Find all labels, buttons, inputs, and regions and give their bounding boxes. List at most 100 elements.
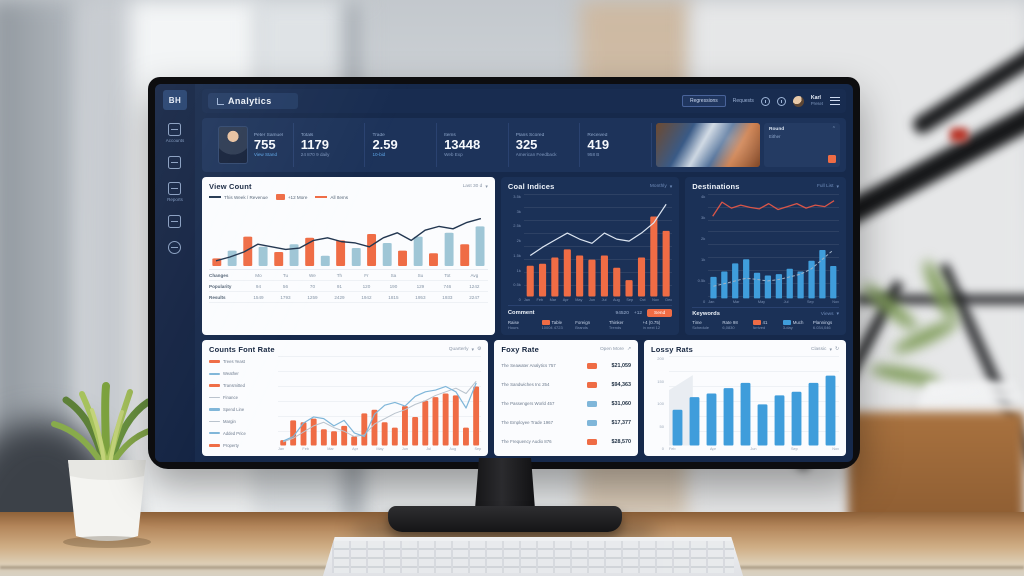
footer-stat-key: Table: [541, 320, 572, 325]
destinations-x-axis: Jan Mar May Jul Sep Nov: [708, 300, 839, 304]
lossy-dropdown[interactable]: Classic ▾ ↻: [810, 346, 839, 353]
coal-footer: Comment 94520 +12 Send Raise Hours Table 10…: [507, 305, 673, 330]
y-tick: 2.5k: [513, 223, 521, 229]
legend-label: This Week / Revenue: [224, 194, 268, 200]
stat-label: Plans Scored: [515, 132, 545, 138]
y-tick: 100: [657, 401, 664, 406]
panel-coal-indices: Coal Indices Monthly ▾ 3.5k 3k 2.5k 2k 1.5k 1k…: [500, 177, 680, 335]
list-item-chip: [586, 400, 597, 407]
settings-icon[interactable]: [776, 96, 786, 106]
y-tick: 1k: [516, 267, 521, 273]
footer-stat: Time Schedule: [692, 320, 718, 330]
stat-value: 2.59: [372, 136, 398, 152]
counts-x-axis: Jan Feb Mar Apr May Jun Jul Aug Sep: [278, 447, 481, 451]
gear-icon[interactable]: ⚙: [477, 347, 482, 352]
stat-value: 755: [253, 136, 276, 152]
y-tick: 3k: [516, 208, 521, 214]
list-item[interactable]: The Frequency Audio 876 $28,570: [501, 438, 631, 445]
orange-dash-swatch: [315, 196, 328, 198]
orange-bar-swatch: [209, 443, 220, 447]
counts-range-dropdown[interactable]: Quarterly ▾ ⚙: [448, 346, 482, 353]
footer-stat-value: Trends: [608, 325, 622, 330]
stat-sub-link[interactable]: 10-bid: [372, 152, 386, 158]
views-dropdown[interactable]: Views ▾: [820, 311, 839, 317]
table-cell: 129: [416, 283, 425, 289]
orange-action-square[interactable]: [828, 155, 836, 163]
stat-card[interactable]: Totals 1179 24 870 9 daily: [294, 123, 366, 167]
sidebar-item-share-icon[interactable]: [168, 215, 182, 228]
y-tick: 0: [518, 296, 521, 302]
view-count-legend: This Week / Revenue +12 More All Items: [209, 194, 488, 200]
app-logo[interactable]: BH: [163, 90, 187, 110]
legend-label: Transmitted: [223, 383, 245, 389]
panel-title: Destinations: [692, 182, 740, 191]
table-cell: 1815: [388, 294, 399, 300]
user-avatar[interactable]: [792, 95, 804, 107]
open-more-link[interactable]: Open More ↗: [599, 347, 631, 352]
footer-stat: Rate 98 6,0830: [722, 320, 748, 330]
clock-icon[interactable]: [760, 96, 770, 106]
sidebar: BH Accounts Reports: [155, 84, 195, 462]
table-cell: 1549: [253, 294, 264, 300]
footer-stat-key: Plannings: [812, 320, 833, 325]
lossy-chart: [668, 356, 839, 446]
x-tick: Mar: [732, 300, 740, 304]
stat-value: 13448: [444, 136, 481, 152]
view-count-table: Changes Mo Tu We Th Fr Sa Su Tot Avg Popularity 94 5…: [209, 269, 488, 330]
table-cell: 1933: [442, 294, 453, 300]
sidebar-item-clock-icon[interactable]: [168, 241, 182, 254]
list-item[interactable]: The Seawater Analytics 757 $21,059: [501, 362, 631, 369]
legend-item: Transmitted: [209, 383, 273, 388]
stat-sub-link[interactable]: View Stand: [253, 152, 278, 158]
list-item-chip: [586, 419, 597, 426]
legend-label: Margin: [223, 418, 236, 424]
x-tick: Feb: [302, 447, 309, 451]
lossy-x-axis: Feb Apr Jun Sep Nov: [669, 447, 839, 451]
stat-card[interactable]: Items 13448 Web Exp: [437, 123, 509, 167]
table-cell: 1942: [361, 294, 372, 300]
sidebar-item-Accounts[interactable]: Accounts: [166, 123, 184, 143]
chevron-down-icon: ▾: [471, 346, 474, 353]
x-tick: Nov: [832, 447, 839, 451]
table-cell: 190: [389, 283, 398, 289]
stat-label: Peter Samuel: [253, 132, 283, 138]
destinations-dropdown[interactable]: Full List ▾: [816, 183, 839, 190]
chevron-up-icon[interactable]: ⌃: [831, 126, 836, 132]
menu-icon[interactable]: [830, 97, 840, 105]
x-tick: Apr: [562, 298, 569, 302]
list-item[interactable]: The Passengers World 457 $31,060: [501, 400, 631, 407]
x-tick: Sep: [474, 447, 482, 451]
list-item[interactable]: The Employee Trade 1967 $17,377: [501, 419, 631, 426]
gray-line-swatch: [209, 420, 220, 423]
table-cell: 1242: [469, 283, 480, 289]
footer-stat-key: +4 (0.75): [642, 320, 661, 325]
sidebar-item-Reports[interactable]: Reports: [167, 182, 183, 202]
stat-card[interactable]: Peter Samuel 755 View Stand: [208, 123, 294, 167]
regressions-button[interactable]: Regressions: [681, 95, 726, 107]
view-count-range-dropdown[interactable]: Last 30 d ▾: [462, 183, 488, 190]
stat-label: Trade: [372, 132, 385, 138]
footer-stat: 41 Arrived: [752, 320, 779, 330]
x-tick: May: [575, 298, 583, 302]
list-item[interactable]: The Sandwiches Inc 254 $94,363: [501, 381, 631, 388]
y-tick: 4k: [701, 194, 706, 199]
tab-analytics[interactable]: Analytics: [208, 93, 298, 109]
stat-card[interactable]: Plans Scored 325 American Feedback: [509, 123, 581, 167]
send-button[interactable]: Send: [647, 309, 673, 317]
stat-card-text: Items 13448 Web Exp: [444, 133, 501, 158]
stat-chip: [752, 320, 761, 325]
table-cell: Sa: [390, 272, 397, 278]
stat-card[interactable]: Trade 2.59 10-bid: [365, 123, 438, 167]
stat-card-text: Received 419 958 B: [587, 133, 644, 158]
stat-card[interactable]: Received 419 958 B: [580, 123, 652, 167]
footer-stat: Thinker Trends: [609, 320, 639, 330]
sidebar-item-cloud-icon[interactable]: [168, 156, 182, 169]
legend-label: Trees Yeast: [223, 359, 245, 365]
coal-range-dropdown[interactable]: Monthly ▾: [649, 183, 673, 190]
refresh-icon[interactable]: ↻: [834, 347, 839, 352]
monitor: BH Accounts Reports Analytics Regressions…: [148, 77, 860, 469]
requests-link[interactable]: Requests: [732, 98, 754, 104]
coal-x-axis: Jan Feb Mar Apr May Jun Jul Aug Sep Oct Nov Dec: [524, 298, 672, 302]
table-cell: 56: [282, 283, 289, 289]
table-cell: 2429: [334, 294, 345, 300]
